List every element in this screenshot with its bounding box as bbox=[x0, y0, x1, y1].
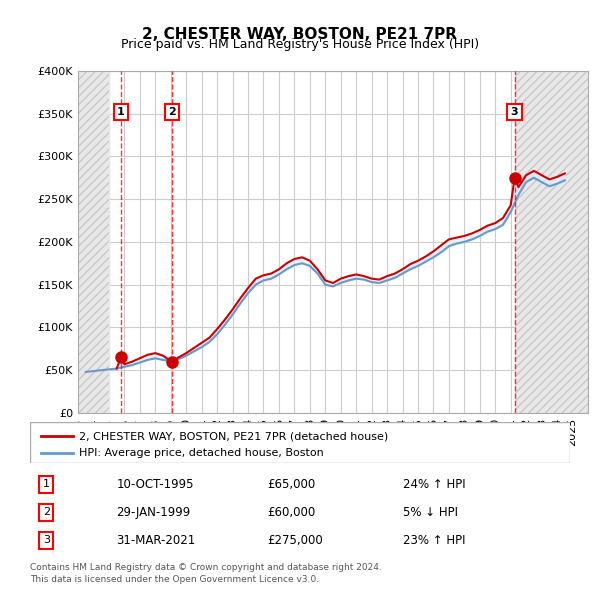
Text: 31-MAR-2021: 31-MAR-2021 bbox=[116, 534, 196, 547]
Text: Price paid vs. HM Land Registry's House Price Index (HPI): Price paid vs. HM Land Registry's House … bbox=[121, 38, 479, 51]
Text: 29-JAN-1999: 29-JAN-1999 bbox=[116, 506, 191, 519]
Text: 2: 2 bbox=[168, 107, 176, 117]
Text: 2, CHESTER WAY, BOSTON, PE21 7PR (detached house): 2, CHESTER WAY, BOSTON, PE21 7PR (detach… bbox=[79, 431, 388, 441]
Text: £65,000: £65,000 bbox=[268, 478, 316, 491]
Text: 23% ↑ HPI: 23% ↑ HPI bbox=[403, 534, 465, 547]
FancyBboxPatch shape bbox=[30, 422, 570, 463]
Bar bbox=[515, 71, 588, 413]
Text: 1: 1 bbox=[117, 107, 125, 117]
Text: 2, CHESTER WAY, BOSTON, PE21 7PR: 2, CHESTER WAY, BOSTON, PE21 7PR bbox=[143, 27, 458, 41]
Text: £60,000: £60,000 bbox=[268, 506, 316, 519]
Bar bbox=[515, 71, 588, 413]
Text: 10-OCT-1995: 10-OCT-1995 bbox=[116, 478, 194, 491]
Text: 5% ↓ HPI: 5% ↓ HPI bbox=[403, 506, 458, 519]
Text: £275,000: £275,000 bbox=[268, 534, 323, 547]
Text: 2: 2 bbox=[43, 507, 50, 517]
Text: This data is licensed under the Open Government Licence v3.0.: This data is licensed under the Open Gov… bbox=[30, 575, 319, 584]
Text: Contains HM Land Registry data © Crown copyright and database right 2024.: Contains HM Land Registry data © Crown c… bbox=[30, 563, 382, 572]
Bar bbox=[78, 71, 109, 413]
Text: 3: 3 bbox=[43, 536, 50, 545]
Bar bbox=[78, 71, 109, 413]
Text: HPI: Average price, detached house, Boston: HPI: Average price, detached house, Bost… bbox=[79, 448, 323, 458]
Text: 24% ↑ HPI: 24% ↑ HPI bbox=[403, 478, 465, 491]
Text: 3: 3 bbox=[511, 107, 518, 117]
Text: 1: 1 bbox=[43, 479, 50, 489]
